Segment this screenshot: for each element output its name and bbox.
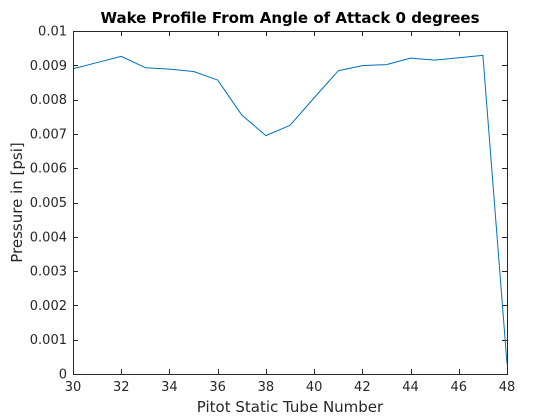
- plot-area: [73, 31, 507, 374]
- x-tick-label: 40: [306, 380, 323, 395]
- y-tick-label: 0: [59, 368, 67, 383]
- x-tick-label: 44: [402, 380, 419, 395]
- x-tick-label: 34: [161, 380, 178, 395]
- x-tick-label: 46: [451, 380, 468, 395]
- x-tick-label: 32: [113, 380, 130, 395]
- y-tick-label: 0.008: [30, 93, 67, 108]
- x-axis-label: Pitot Static Tube Number: [197, 398, 384, 416]
- y-tick-label: 0.007: [30, 127, 67, 142]
- x-tick-label: 36: [209, 380, 226, 395]
- x-tick-label: 48: [499, 380, 516, 395]
- ticks-layer: 30 32 34 36 38 40 42 44 46 48 0 0.001 0.002 0.003 0.00…: [30, 25, 515, 396]
- y-tick-label: 0.006: [30, 162, 67, 177]
- y-tick-label: 0.003: [30, 265, 67, 280]
- y-tick-label: 0.005: [30, 196, 67, 211]
- axes-box: [73, 31, 508, 375]
- chart-title: Wake Profile From Angle of Attack 0 degr…: [100, 9, 479, 27]
- y-axis-label: Pressure in [psi]: [8, 142, 26, 262]
- x-tick-label: 42: [354, 380, 371, 395]
- y-tick-label: 0.004: [30, 230, 67, 245]
- x-tick-label: 30: [65, 380, 82, 395]
- series-line-0: [72, 54, 508, 364]
- x-tick-label: 38: [258, 380, 275, 395]
- y-tick-label: 0.001: [30, 333, 67, 348]
- y-tick-label: 0.009: [30, 59, 67, 74]
- series-layer: [72, 54, 508, 364]
- y-tick-label: 0.002: [30, 299, 67, 314]
- y-tick-label: 0.01: [38, 25, 67, 40]
